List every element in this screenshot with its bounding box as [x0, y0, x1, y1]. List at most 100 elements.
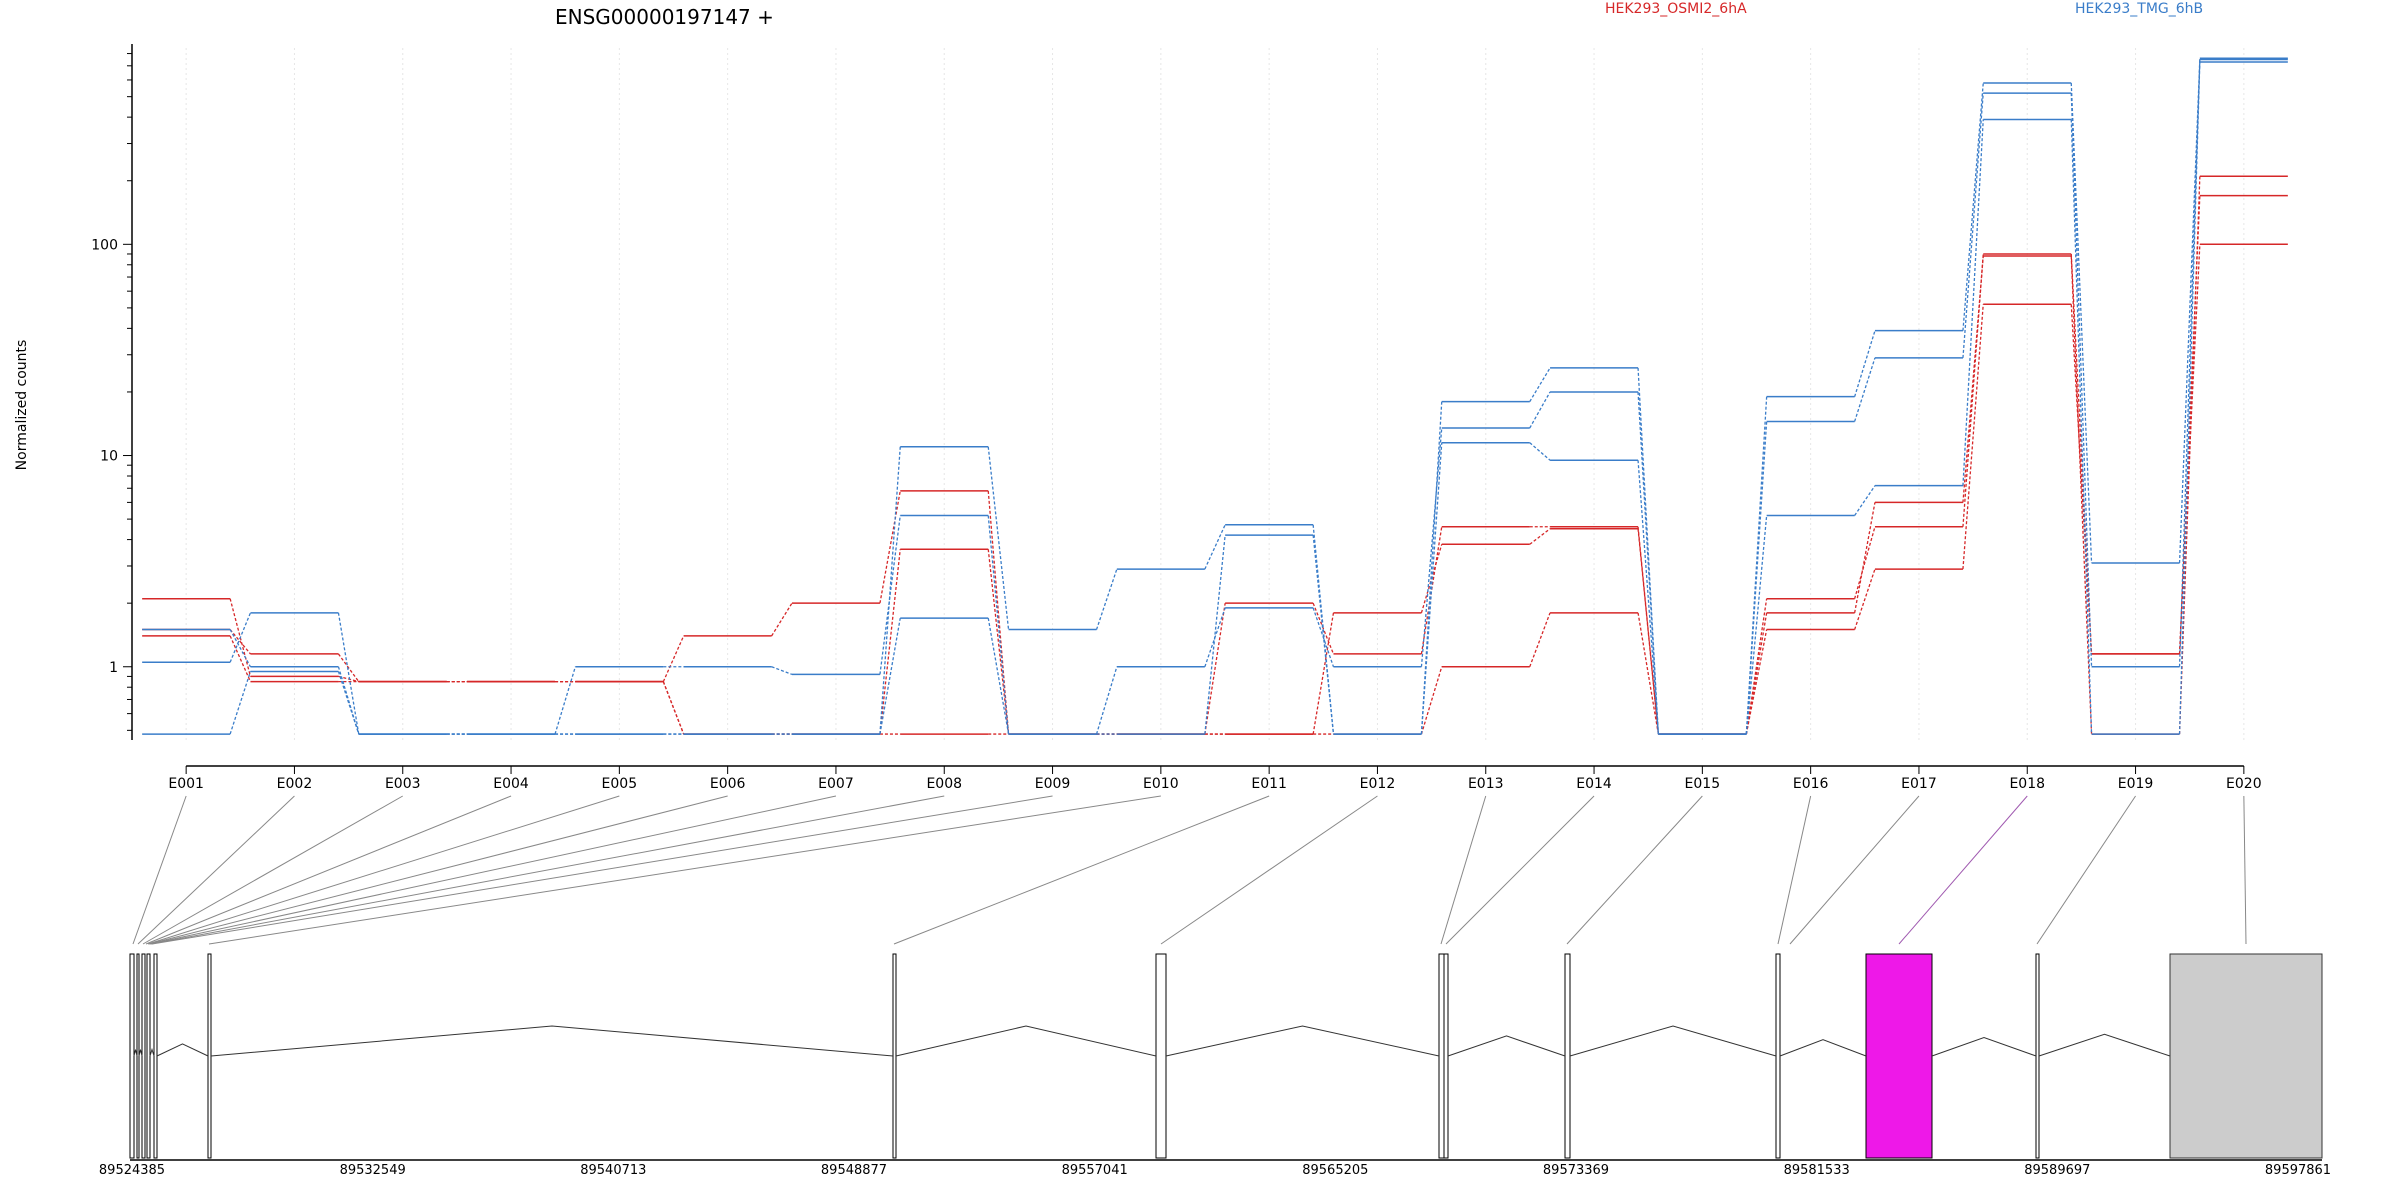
- transition-segment: [2178, 58, 2201, 667]
- transition-segment: [1745, 612, 1768, 735]
- coordinate-label: 89581533: [1784, 1163, 1850, 1178]
- coordinate-label: 89565205: [1302, 1163, 1368, 1178]
- exon-connector: [132, 795, 187, 945]
- transition-segment: [1637, 460, 1659, 735]
- transition-segment: [1962, 119, 1984, 486]
- chart-title: ENSG00000197147 +: [555, 5, 774, 29]
- transition-segment: [1529, 612, 1551, 667]
- x-tick-label: E006: [710, 776, 746, 792]
- exon-connector: [1160, 795, 1378, 945]
- transition-segment: [1962, 255, 1984, 503]
- exon-connector: [1898, 795, 2028, 945]
- y-tick-label: 10: [100, 449, 118, 465]
- transition-segment: [1529, 367, 1551, 402]
- coordinate-label: 89532549: [340, 1163, 406, 1178]
- transition-segment: [879, 549, 901, 735]
- exon-connector: [149, 795, 837, 945]
- transition-segment: [1420, 401, 1443, 735]
- exon-box: [136, 953, 140, 1159]
- intron-line: [133, 1049, 138, 1057]
- transition-segment: [1312, 612, 1335, 735]
- exon-connector: [1789, 795, 1920, 945]
- transition-segment: [1420, 544, 1443, 614]
- series-line: [142, 57, 2288, 735]
- gene-model: [129, 953, 2323, 1159]
- exon-box: [1775, 953, 1781, 1159]
- transition-segment: [1312, 524, 1335, 735]
- transition-segment: [2178, 59, 2201, 563]
- intron-line: [895, 1025, 1157, 1057]
- transition-segment: [1854, 357, 1876, 422]
- exon-connector: [148, 795, 728, 945]
- intron-line: [210, 1025, 894, 1057]
- transition-segment: [229, 629, 252, 668]
- transition-segment: [771, 602, 793, 637]
- transition-segment: [879, 515, 901, 675]
- transition-segment: [554, 666, 576, 735]
- exon-box: [1865, 953, 1933, 1159]
- transition-segment: [662, 681, 685, 735]
- transition-segment: [987, 617, 1010, 735]
- transition-segment: [1637, 612, 1659, 735]
- x-tick-label: E008: [926, 776, 962, 792]
- transition-segment: [1529, 528, 1551, 545]
- transition-segment: [1095, 568, 1118, 630]
- transition-segment: [1095, 666, 1118, 735]
- exon-connector: [893, 795, 1270, 945]
- series-line: [142, 175, 2288, 735]
- transition-segment: [879, 617, 901, 735]
- exon-connector: [151, 795, 1053, 945]
- x-tick-label: E004: [493, 776, 529, 792]
- transition-segment: [879, 490, 901, 604]
- transition-segment: [338, 675, 359, 683]
- transition-segment: [1312, 535, 1335, 735]
- transition-segment: [337, 671, 360, 735]
- x-tick-label: E020: [2226, 776, 2262, 792]
- transition-segment: [1312, 602, 1335, 655]
- transition-segment: [229, 671, 252, 735]
- exon-connector: [1566, 795, 1703, 945]
- series-line: [142, 61, 2288, 735]
- intron-line: [1931, 1036, 2037, 1057]
- transition-segment: [1637, 528, 1659, 735]
- x-tick-label: E018: [2009, 776, 2045, 792]
- transition-segment: [337, 612, 360, 735]
- intron-line: [1165, 1025, 1440, 1057]
- x-tick-label: E015: [1685, 776, 1721, 792]
- transition-segment: [229, 629, 251, 655]
- x-tick-label: E013: [1468, 776, 1504, 792]
- transition-segment: [987, 549, 1010, 735]
- intron-line: [1779, 1039, 1867, 1057]
- y-axis-label: Normalized counts: [14, 340, 30, 471]
- exon-connector: [1777, 795, 1812, 945]
- exon-connector: [2243, 795, 2247, 945]
- transition-segment: [337, 666, 360, 735]
- intron-line: [138, 1049, 143, 1057]
- legend-entry-osmi2: HEK293_OSMI2_6hA: [1605, 1, 1747, 17]
- exon-box: [1443, 953, 1449, 1159]
- transition-segment: [2070, 83, 2093, 563]
- transition-segment: [1204, 607, 1226, 667]
- exon-connector: [208, 795, 1161, 945]
- transition-segment: [987, 515, 1010, 735]
- transition-segment: [879, 446, 901, 735]
- transition-segment: [1854, 485, 1876, 516]
- intron-line: [1569, 1025, 1777, 1057]
- exon-connectors: [132, 795, 2247, 945]
- legend-entry-tmg: HEK293_TMG_6hB: [2075, 1, 2203, 17]
- exon-connector: [137, 795, 295, 945]
- transition-segment: [1420, 526, 1443, 655]
- y-tick-label: 100: [91, 237, 118, 253]
- y-tick-label: 1: [109, 660, 118, 676]
- transition-segment: [1529, 442, 1551, 461]
- intron-line: [2038, 1033, 2171, 1057]
- exon-connector: [1445, 795, 1595, 945]
- transition-segment: [1962, 253, 1984, 527]
- exon-connector: [150, 795, 945, 945]
- transition-segment: [229, 612, 252, 663]
- exon-connector: [147, 795, 620, 945]
- transition-segment: [1854, 568, 1876, 630]
- intron-line: [149, 1047, 155, 1057]
- transition-segment: [1745, 515, 1768, 735]
